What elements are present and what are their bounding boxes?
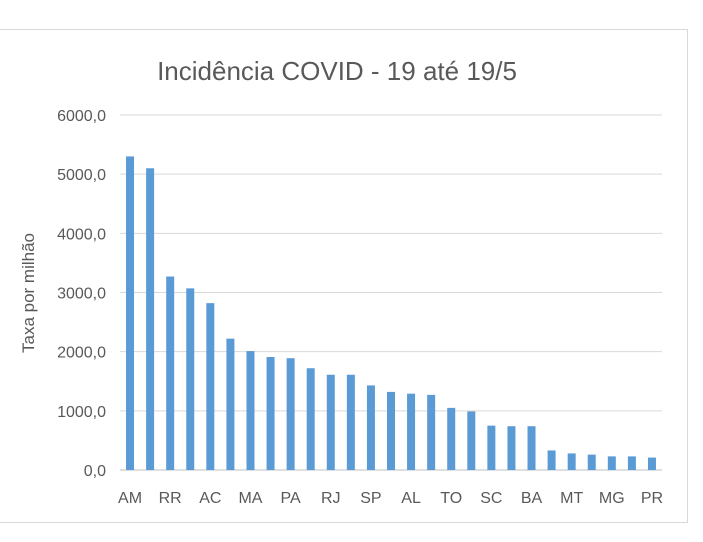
bar [206,303,215,470]
x-tick-label: MA [238,490,262,507]
bar [126,156,135,470]
chart-frame [0,29,688,523]
bar [146,168,155,470]
bar [366,385,375,470]
x-axis-ticks: AM RR AC MA PA RJ SP AL TO SC BA MT MG PR [118,490,663,507]
x-tick-label: AM [118,490,142,507]
bar [607,456,616,470]
bar [627,456,636,470]
x-tick-label: AL [401,490,421,507]
bar [387,391,395,470]
x-tick-label: RR [159,490,182,507]
bar [587,454,596,470]
bar [427,394,436,470]
chart-title: Incidência COVID - 19 até 19/5 [157,56,517,86]
bar [547,450,556,470]
bar [306,368,315,470]
x-tick-label: TO [440,490,462,507]
x-tick-label: RJ [321,490,341,507]
y-tick-label: 6000,0 [57,108,106,125]
bar [166,276,175,470]
x-tick-label: MG [599,490,625,507]
y-axis-label: Taxa por milhão [19,233,38,353]
bar [527,426,536,470]
bar [567,453,576,470]
y-axis-ticks: 0,0 1000,0 2000,0 3000,0 4000,0 5000,0 6000,0 [57,108,106,480]
bar [467,411,476,470]
x-tick-label: MT [560,490,583,507]
bar [487,425,496,470]
y-tick-label: 2000,0 [57,345,106,362]
bar [246,351,255,470]
y-tick-label: 1000,0 [57,404,106,421]
bar [266,356,275,470]
x-tick-label: SC [480,490,502,507]
x-tick-label: PA [281,490,301,507]
bar [226,338,235,470]
y-tick-label: 5000,0 [57,167,106,184]
x-tick-label: BA [521,490,543,507]
y-tick-label: 3000,0 [57,286,106,303]
bar [507,426,516,470]
bar [286,358,295,470]
x-tick-label: SP [360,490,381,507]
x-tick-label: AC [199,490,221,507]
bar [647,457,656,470]
x-tick-label: PR [641,490,663,507]
bar [326,374,335,470]
bar [407,393,416,470]
bar [346,374,355,470]
y-tick-label: 0,0 [84,463,106,480]
bars [126,156,656,470]
y-tick-label: 4000,0 [57,226,106,243]
bar [447,407,456,470]
bar [186,288,195,470]
